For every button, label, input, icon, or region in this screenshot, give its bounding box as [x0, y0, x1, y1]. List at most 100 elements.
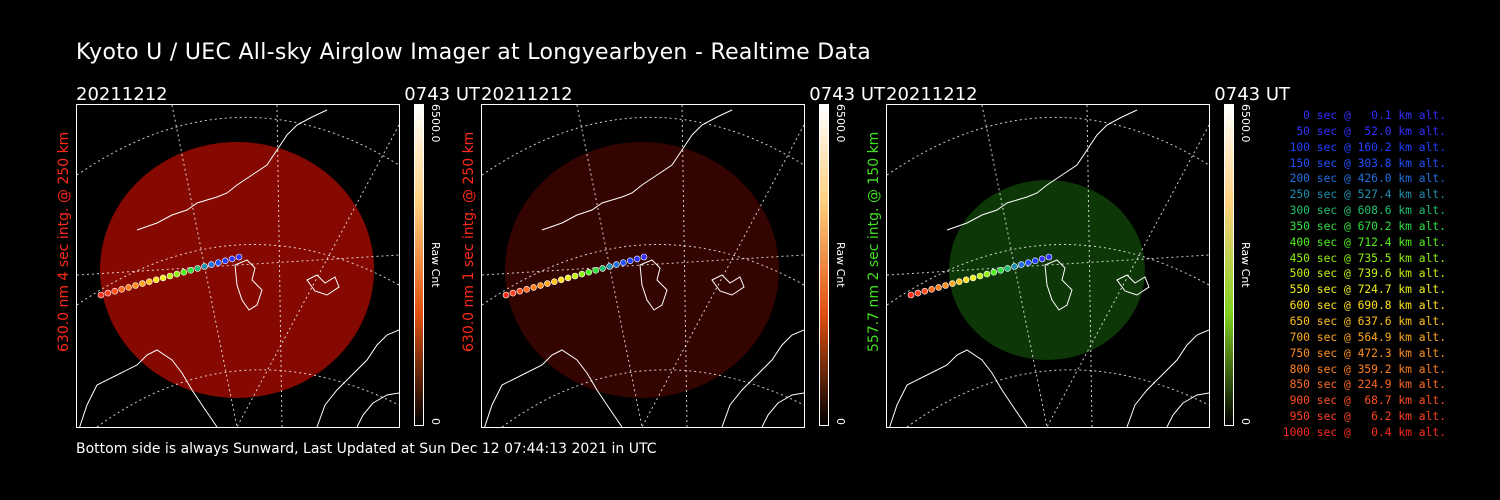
coastline	[889, 349, 1028, 427]
grid-line	[77, 244, 399, 306]
trajectory-point	[599, 265, 606, 272]
legend-row: 1000 sec @ 0.4 km alt.	[1282, 425, 1446, 439]
legend-row: 850 sec @ 224.9 km alt.	[1289, 378, 1446, 392]
trajectory-point	[502, 291, 510, 299]
legend-row: 100 sec @ 160.2 km alt.	[1289, 140, 1446, 154]
coastline	[721, 329, 804, 427]
trajectory-point	[1038, 255, 1046, 263]
coastline	[356, 392, 399, 427]
trajectory-point	[180, 268, 188, 276]
trajectory-point	[606, 263, 613, 270]
trajectory-point	[983, 270, 991, 278]
wavelength-label: 557.7 nm 2 sec intg. @ 150 km	[866, 131, 882, 352]
trajectory-point	[125, 284, 132, 291]
colorbar-zero: 0	[1239, 418, 1252, 425]
trajectory-point	[201, 263, 208, 270]
legend-row: 250 sec @ 527.4 km alt.	[1289, 188, 1446, 202]
coastline	[1166, 392, 1209, 427]
trajectory-point	[935, 284, 942, 291]
trajectory-point	[1045, 253, 1053, 261]
colorbar-unit: Raw Cnt	[834, 242, 847, 288]
wavelength-label: 630.0 nm 1 sec intg. @ 250 km	[461, 131, 477, 352]
trajectory-point	[173, 270, 181, 278]
trajectory-point	[626, 257, 634, 265]
map-svg	[887, 105, 1209, 427]
trajectory-point	[907, 291, 915, 299]
trajectory-point	[571, 272, 579, 280]
coastline	[1044, 259, 1073, 311]
coastline	[316, 329, 399, 427]
trajectory-point	[215, 259, 222, 266]
trajectory-point	[537, 282, 544, 289]
trajectory-point	[97, 291, 105, 299]
trajectory-point	[530, 284, 537, 291]
allsky-image	[481, 104, 805, 428]
colorbar-unit: Raw Cnt	[429, 242, 442, 288]
imager-panel-3: 20211212 0743 UT 557.7 nm 2 sec intg. @ …	[866, 84, 1290, 430]
colorbar-unit: Raw Cnt	[1239, 242, 1252, 288]
legend-row: 800 sec @ 359.2 km alt.	[1289, 362, 1446, 376]
allsky-image	[76, 104, 400, 428]
trajectory-point	[118, 286, 126, 293]
panel-date: 20211212	[886, 84, 978, 105]
legend-row: 200 sec @ 426.0 km alt.	[1289, 172, 1446, 186]
trajectory-point	[1004, 265, 1011, 272]
coastline	[639, 259, 668, 311]
grid-line	[482, 244, 804, 306]
wavelength-label: 630.0 nm 4 sec intg. @ 250 km	[56, 131, 72, 352]
trajectory-point	[997, 267, 1004, 274]
grid-line	[887, 117, 1209, 176]
trajectory-point	[235, 253, 243, 261]
legend-row: 0 sec @ 0.1 km alt.	[1303, 109, 1446, 122]
trajectory-point	[976, 272, 984, 280]
trajectory-point	[146, 278, 153, 285]
legend-row: 300 sec @ 608.6 km alt.	[1289, 204, 1446, 218]
legend-row: 650 sec @ 637.6 km alt.	[1289, 314, 1446, 328]
trajectory-legend: 0 sec @ 0.1 km alt. 50 sec @ 52.0 km alt.…	[1262, 108, 1446, 441]
panel-time: 0743 UT	[404, 84, 480, 105]
coastline	[761, 392, 804, 427]
coastline	[711, 274, 745, 296]
trajectory-point	[111, 287, 119, 295]
panel-time: 0743 UT	[809, 84, 885, 105]
trajectory-point	[187, 267, 194, 274]
colorbar	[414, 104, 424, 426]
colorbar-max: 6500.0	[429, 104, 442, 143]
trajectory-point	[1031, 257, 1039, 265]
coastline	[946, 109, 1138, 231]
trajectory-point	[159, 274, 167, 282]
trajectory-point	[633, 255, 641, 263]
trajectory-point	[990, 268, 998, 276]
footer-note: Bottom side is always Sunward, Last Upda…	[76, 441, 657, 457]
trajectory-point	[1011, 263, 1018, 270]
trajectory-point	[516, 287, 524, 295]
grid-line	[276, 105, 283, 427]
grid-line	[887, 244, 1209, 306]
panel-date: 20211212	[481, 84, 573, 105]
legend-row: 400 sec @ 712.4 km alt.	[1289, 235, 1446, 249]
trajectory-point	[928, 286, 936, 293]
trajectory-point	[557, 276, 565, 284]
trajectory-point	[208, 261, 215, 268]
trajectory-point	[949, 280, 956, 287]
map-svg	[482, 105, 804, 427]
colorbar	[819, 104, 829, 426]
trajectory-point	[921, 287, 929, 295]
imager-panel-1: 20211212 0743 UT 630.0 nm 4 sec intg. @ …	[56, 84, 480, 430]
coastline	[79, 349, 218, 427]
trajectory-point	[585, 268, 593, 276]
trajectory-point	[509, 289, 517, 297]
trajectory-point	[592, 267, 599, 274]
legend-row: 950 sec @ 6.2 km alt.	[1289, 410, 1446, 424]
legend-row: 500 sec @ 739.6 km alt.	[1289, 267, 1446, 281]
legend-row: 350 sec @ 670.2 km alt.	[1289, 219, 1446, 233]
trajectory-point	[1018, 261, 1025, 268]
trajectory-point	[194, 265, 201, 272]
coastline	[136, 109, 328, 231]
legend-row: 750 sec @ 472.3 km alt.	[1289, 346, 1446, 360]
map-svg	[77, 105, 399, 427]
airglow-disk	[100, 142, 374, 398]
panel-date: 20211212	[76, 84, 168, 105]
trajectory-point	[942, 282, 949, 289]
trajectory-point	[221, 257, 229, 265]
